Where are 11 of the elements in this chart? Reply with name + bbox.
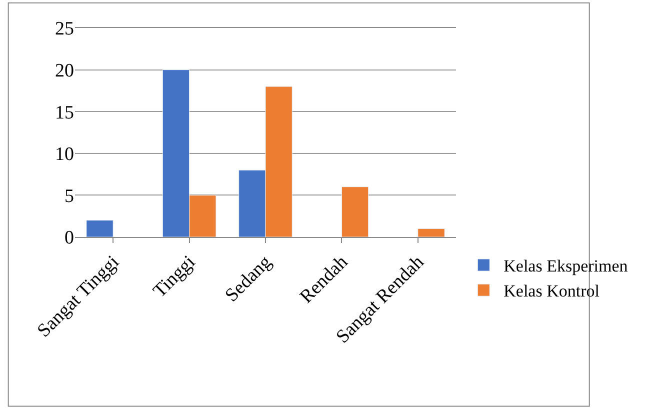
y-tick-label: 5 [64,186,74,207]
bar [418,228,445,237]
y-tick-label: 15 [55,102,74,124]
y-tick-label: 10 [55,144,74,166]
y-tick-label: 20 [55,60,74,82]
legend-label: Kelas Kontrol [504,282,600,301]
y-tick-label: 25 [55,18,74,40]
y-tick-label: 0 [64,228,74,249]
legend-label: Kelas Eksperimen [504,256,628,276]
bar [341,186,369,237]
bar [86,220,114,237]
